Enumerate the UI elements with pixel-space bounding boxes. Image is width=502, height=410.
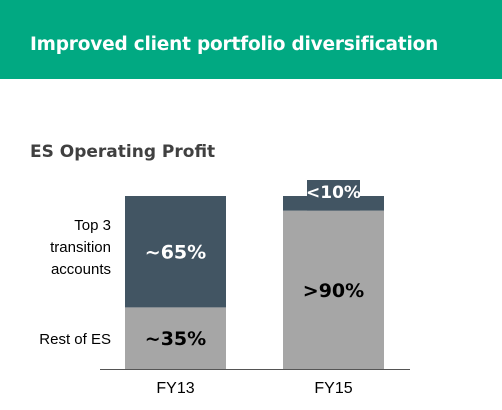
series-label-top3: Top 3 transition accounts xyxy=(50,217,111,278)
x-tick-label: FY13 xyxy=(156,380,194,397)
banner-title: Improved client portfolio diversificatio… xyxy=(30,34,439,55)
series-label-line: Top 3 xyxy=(74,217,111,234)
series-label-rest: Rest of ES xyxy=(39,331,111,348)
data-label: ~65% xyxy=(145,242,206,264)
header-banner: Improved client portfolio diversificatio… xyxy=(0,0,502,79)
bar-segment xyxy=(125,307,226,369)
data-label: <10% xyxy=(306,183,361,203)
bar-segment xyxy=(125,196,226,308)
bar-segment xyxy=(283,210,384,369)
series-label-line: accounts xyxy=(51,261,111,278)
data-label: >90% xyxy=(303,280,364,302)
series-label-line: transition xyxy=(50,239,111,256)
data-label-background xyxy=(307,180,360,211)
chart-title: ES Operating Profit xyxy=(30,142,216,162)
x-tick-label: FY15 xyxy=(314,380,352,397)
data-label: ~35% xyxy=(145,328,206,350)
